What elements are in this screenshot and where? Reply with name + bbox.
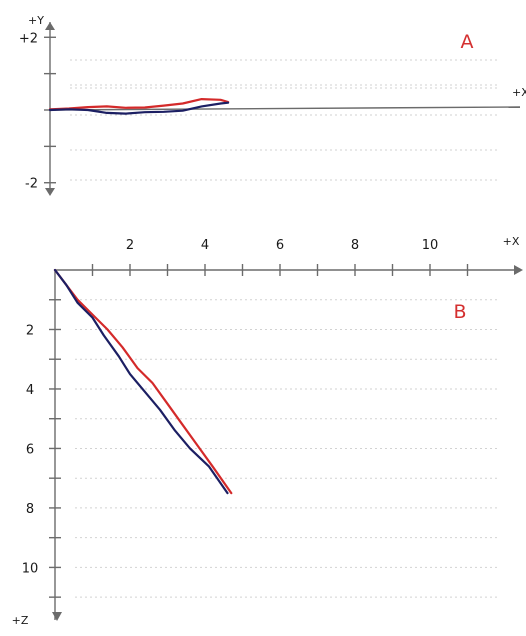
panel-a-x-axis-line <box>49 106 521 111</box>
panel-a-y-axis-arrow-down <box>45 188 55 196</box>
panel-b-series-red-line <box>53 268 233 495</box>
panel-b-z-tick-label: 6 <box>26 442 34 457</box>
panel-b-z-axis-label: +Z <box>12 614 29 627</box>
panel-b-z-tick-label: 4 <box>26 383 34 398</box>
panel-b-z-tick-label: 10 <box>22 561 39 576</box>
panel-b-z-tick-label: 8 <box>26 502 34 517</box>
panel-a-label: A <box>461 31 474 53</box>
panel-b-x-tick-label: 10 <box>422 238 439 253</box>
panel-b-x-tick-label: 8 <box>351 238 359 253</box>
panel-a-y-tick-label: +2 <box>19 31 38 46</box>
panel-b-label: B <box>453 301 466 323</box>
panel-b-x-tick-label: 2 <box>126 238 134 253</box>
panel-b-x-axis-arrow <box>514 265 523 275</box>
panel-b-x-tick-label: 6 <box>276 238 284 253</box>
panel-b-x-tick-label: 4 <box>201 238 209 253</box>
panel-b-z-axis-arrow <box>52 612 62 621</box>
panel-a-series-red-line <box>48 97 230 111</box>
panel-a-x-axis-label: +X <box>512 86 526 99</box>
panel-b-x-axis-label: +X <box>503 235 520 248</box>
panel-a-series-navy-line <box>48 101 230 115</box>
panel-b-series-navy-line <box>53 268 229 495</box>
panel-a-y-tick-label: -2 <box>25 177 38 192</box>
panel-a-y-axis-label: +Y <box>28 14 44 27</box>
panel-a-chart: +2 -2 +Y +X A <box>19 14 526 196</box>
panel-a-y-axis-arrow-up <box>45 22 55 30</box>
panel-b-chart: 2 4 6 8 10 2 4 6 8 10 +X +Z B <box>12 235 523 627</box>
panel-b-z-tick-label: 2 <box>26 323 34 338</box>
